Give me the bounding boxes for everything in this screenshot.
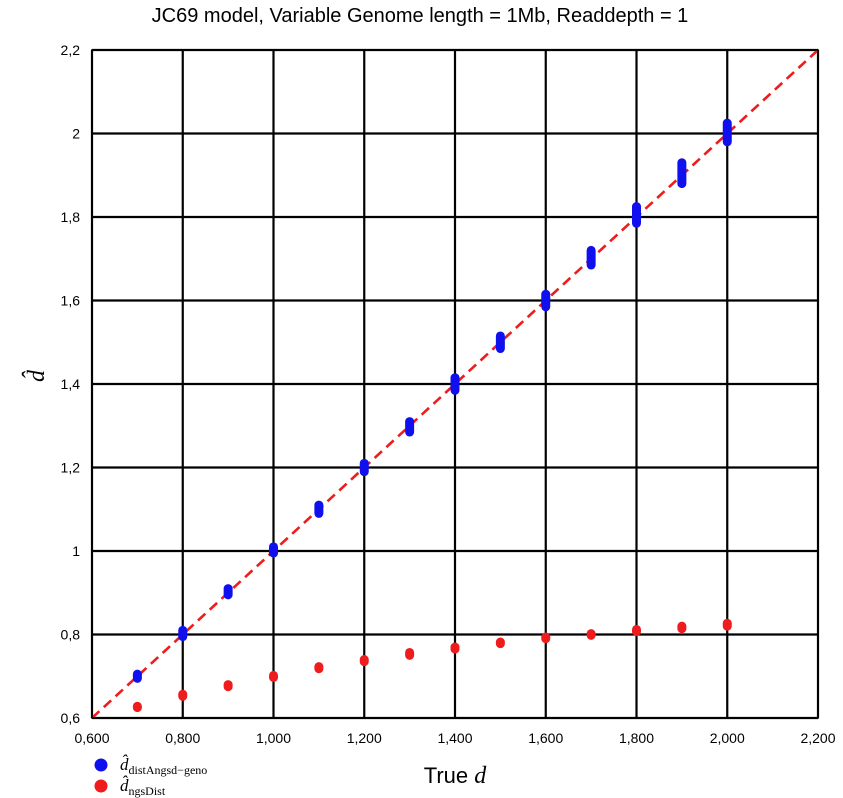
series-1: [132, 618, 732, 713]
data-point: [632, 624, 641, 637]
data-point: [405, 417, 415, 437]
data-point: [132, 701, 142, 713]
y-tick-label: 1,8: [61, 209, 81, 225]
y-tick-label: 0,6: [61, 710, 81, 726]
x-tick-label: 0,600: [74, 730, 109, 746]
x-axis-title-var: d: [474, 763, 487, 789]
data-point: [269, 542, 278, 558]
x-tick-label: 1,000: [256, 730, 291, 746]
y-tick-labels: 0,6 0,8 1 1,2 1,4 1,6 1,8 2 2,2: [61, 42, 81, 726]
data-point: [178, 625, 188, 642]
data-point: [541, 289, 551, 312]
x-tick-label: 1,600: [528, 730, 563, 746]
x-axis-title-text: True: [424, 763, 475, 788]
data-point: [722, 118, 732, 147]
reference-line-y-equals-x: [91, 49, 819, 719]
reference-line-layer: [91, 49, 819, 719]
data-point: [132, 669, 142, 683]
legend-series-name: ngsDist: [129, 784, 166, 798]
data-point: [359, 458, 369, 477]
x-tick-label: 2,000: [710, 730, 745, 746]
legend-label: d̂distAngsd−geno: [120, 755, 207, 777]
legend-marker: [94, 779, 108, 793]
data-point: [450, 642, 460, 654]
y-tick-label: 0,8: [61, 627, 81, 643]
data-points: [132, 118, 732, 713]
data-point: [541, 632, 551, 644]
chart-title: JC69 model, Variable Genome length = 1Mb…: [152, 5, 689, 27]
data-point: [495, 331, 505, 354]
series-0: [132, 118, 732, 683]
x-tick-label: 1,400: [437, 730, 472, 746]
plot-area-frame: [91, 49, 819, 719]
y-tick-label: 1: [72, 543, 80, 559]
y-tick-label: 2,2: [61, 42, 81, 58]
data-point: [223, 680, 233, 692]
data-point: [677, 158, 687, 189]
y-tick-label: 1,2: [61, 460, 81, 476]
data-point: [178, 689, 188, 701]
legend-symbol: d̂: [120, 776, 129, 795]
y-axis-title: d̂: [22, 369, 50, 382]
x-axis-title: True d: [424, 763, 488, 789]
data-point: [586, 629, 596, 640]
x-tick-label: 2,200: [800, 730, 835, 746]
x-tick-label: 1,800: [619, 730, 654, 746]
data-point: [495, 637, 505, 649]
data-point: [359, 655, 369, 667]
y-tick-label: 1,6: [61, 293, 81, 309]
x-tick-labels: 0,600 0,800 1,000 1,200 1,400 1,600 1,800 2,000…: [74, 730, 835, 746]
data-point: [269, 670, 278, 683]
data-point: [223, 584, 233, 600]
data-point: [450, 373, 460, 395]
data-point: [677, 621, 687, 634]
data-point: [586, 245, 596, 270]
data-point: [314, 662, 324, 674]
data-point: [405, 647, 415, 660]
legend-series-name: distAngsd−geno: [129, 763, 208, 777]
y-tick-label: 2: [72, 126, 80, 142]
legend-symbol: d̂: [120, 755, 129, 774]
data-point: [632, 202, 641, 228]
data-point: [722, 618, 732, 631]
legend-label: d̂ngsDist: [120, 776, 166, 798]
x-tick-label: 1,200: [347, 730, 382, 746]
y-tick-label: 1,4: [61, 376, 81, 392]
x-tick-label: 0,800: [165, 730, 200, 746]
legend-marker: [94, 758, 108, 772]
data-point: [314, 500, 324, 518]
